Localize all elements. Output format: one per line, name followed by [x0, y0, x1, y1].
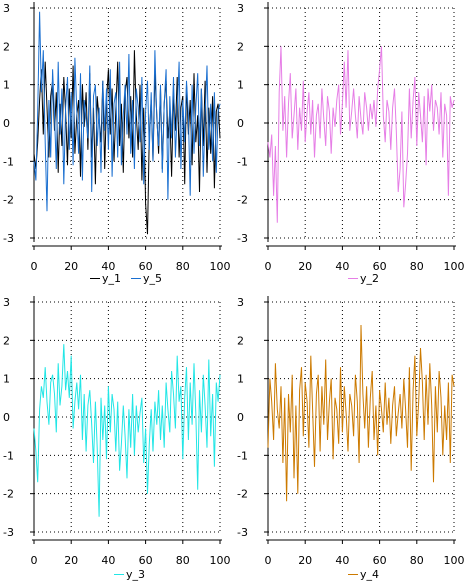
y-tick-label: 1 — [3, 79, 10, 92]
y-tick-label: 3 — [237, 296, 244, 309]
legend-item-y_2: y_2 — [348, 272, 379, 285]
x-tick-label: 100 — [444, 260, 465, 273]
x-tick-label: 100 — [210, 554, 231, 567]
plot-panel-bottom-left: -3 -2 -1 0 1 2 3 0 20 40 60 80 100 y_3 — [0, 294, 234, 588]
y-tick-label: 2 — [237, 334, 244, 347]
legend-swatch — [131, 278, 142, 279]
plot-canvas-y2: -3 -2 -1 0 1 2 3 0 20 40 60 80 100 — [237, 2, 465, 273]
x-tick-label: 60 — [139, 554, 153, 567]
series-line-y_4 — [267, 324, 455, 502]
x-tick-label: 40 — [335, 554, 349, 567]
y-tick-label: -3 — [237, 232, 248, 245]
y-tick-label: -2 — [237, 488, 248, 501]
legend-label: y_2 — [360, 272, 380, 285]
x-tick-label: 0 — [265, 260, 272, 273]
legend-label: y_1 — [102, 272, 122, 285]
y-tick-label: 0 — [237, 411, 244, 424]
x-tick-label: 0 — [265, 554, 272, 567]
legend-item-y_5: y_5 — [131, 272, 162, 285]
x-tick-label: 40 — [335, 260, 349, 273]
y-tick-label: 1 — [3, 373, 10, 386]
x-tick-label: 40 — [101, 554, 115, 567]
y-tick-label: 2 — [237, 40, 244, 53]
x-tick-label: 60 — [373, 554, 387, 567]
x-tick-label: 0 — [31, 260, 38, 273]
legend-item-y_4: y_4 — [348, 568, 379, 581]
y-tick-label: -1 — [3, 449, 14, 462]
y-tick-label: 0 — [237, 117, 244, 130]
plot-canvas-y1-y5: -3 -2 -1 0 1 2 3 0 20 40 60 80 100 — [3, 2, 231, 273]
legend-swatch — [348, 278, 358, 279]
y-tick-label: -1 — [3, 155, 14, 168]
legend: y_3 — [114, 568, 145, 581]
legend-label: y_3 — [126, 568, 146, 581]
legend-item-y_3: y_3 — [114, 568, 145, 581]
y-tick-label: 2 — [3, 334, 10, 347]
y-tick-label: 3 — [237, 2, 244, 15]
y-tick-label: 0 — [3, 411, 10, 424]
legend-swatch — [90, 278, 100, 279]
plot-panel-bottom-right: -3 -2 -1 0 1 2 3 0 20 40 60 80 100 y_4 — [234, 294, 468, 588]
y-tick-label: -3 — [3, 232, 14, 245]
legend-label: y_5 — [143, 272, 163, 285]
y-tick-label: 1 — [237, 79, 244, 92]
y-tick-label: -2 — [3, 488, 14, 501]
series-line-y_5 — [33, 11, 221, 212]
x-tick-label: 80 — [410, 554, 424, 567]
y-tick-label: 2 — [3, 40, 10, 53]
x-tick-label: 20 — [298, 554, 312, 567]
series-line-y_3 — [33, 344, 221, 517]
x-tick-label: 0 — [31, 554, 38, 567]
legend: y_2 — [348, 272, 379, 285]
x-tick-label: 20 — [64, 260, 78, 273]
legend-label: y_4 — [360, 568, 380, 581]
series-line-y_2 — [267, 46, 455, 223]
legend-item-y_1: y_1 — [90, 272, 121, 285]
x-tick-label: 100 — [444, 554, 465, 567]
legend-swatch — [348, 574, 358, 575]
plot-panel-top-left: -3 -2 -1 0 1 2 3 0 20 40 60 80 100 y_1 y_5 — [0, 0, 234, 294]
plot-canvas-y4: -3 -2 -1 0 1 2 3 0 20 40 60 80 100 — [237, 296, 465, 567]
plot-panel-top-right: -3 -2 -1 0 1 2 3 0 20 40 60 80 100 y_2 — [234, 0, 468, 294]
legend: y_1 y_5 — [90, 272, 162, 285]
y-tick-label: -1 — [237, 155, 248, 168]
y-tick-label: 1 — [237, 373, 244, 386]
x-tick-label: 80 — [176, 554, 190, 567]
series-line-y_1 — [33, 50, 221, 235]
y-tick-label: 0 — [3, 117, 10, 130]
y-tick-label: -3 — [3, 526, 14, 539]
x-tick-label: 60 — [373, 260, 387, 273]
x-tick-label: 80 — [410, 260, 424, 273]
plot-canvas-y3: -3 -2 -1 0 1 2 3 0 20 40 60 80 100 — [3, 296, 231, 567]
y-tick-label: -3 — [237, 526, 248, 539]
y-tick-label: -2 — [237, 194, 248, 207]
x-tick-label: 100 — [210, 260, 231, 273]
y-tick-label: -2 — [3, 194, 14, 207]
y-tick-label: -1 — [237, 449, 248, 462]
x-tick-label: 20 — [64, 554, 78, 567]
y-tick-label: 3 — [3, 2, 10, 15]
y-tick-label: 3 — [3, 296, 10, 309]
legend: y_4 — [348, 568, 379, 581]
x-tick-label: 80 — [176, 260, 190, 273]
legend-swatch — [114, 574, 124, 575]
x-tick-label: 40 — [101, 260, 115, 273]
x-tick-label: 60 — [139, 260, 153, 273]
x-tick-label: 20 — [298, 260, 312, 273]
